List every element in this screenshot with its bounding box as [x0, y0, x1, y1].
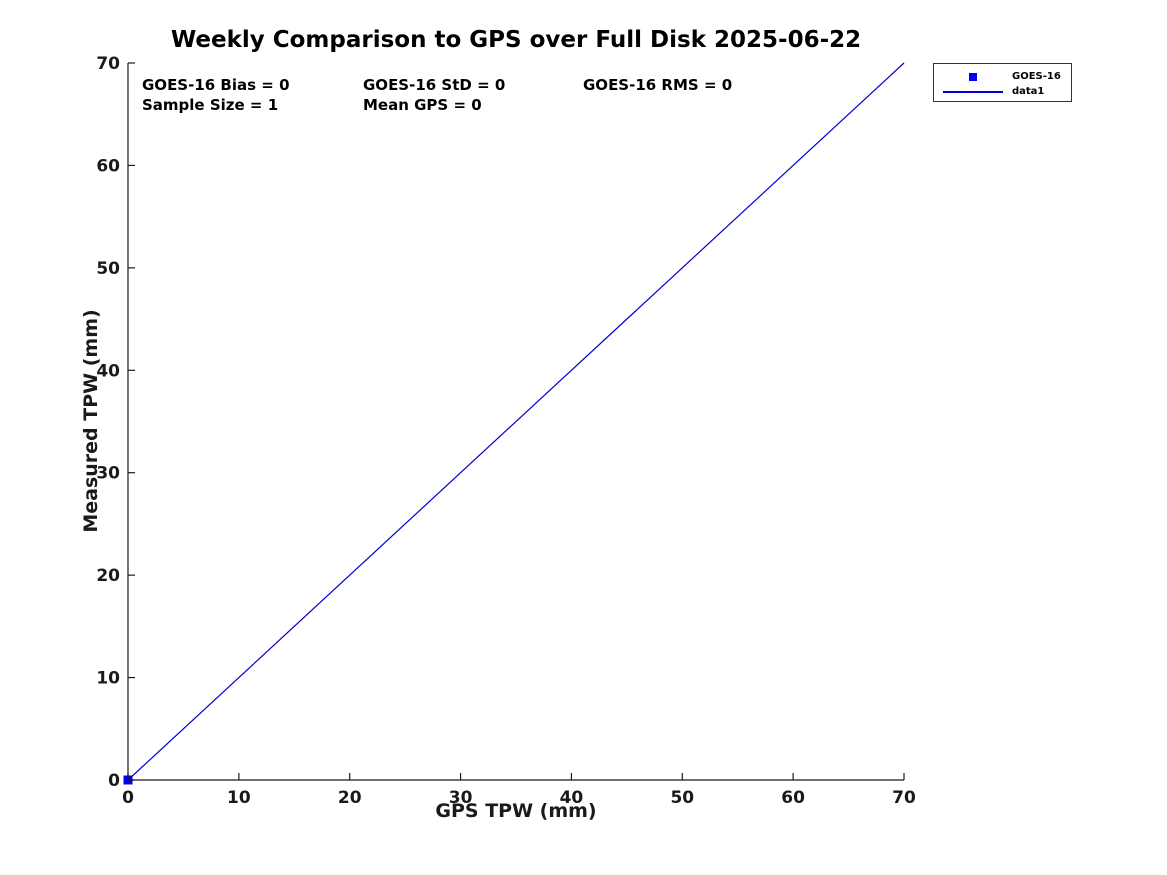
y-axis-label: Measured TPW (mm): [80, 309, 102, 533]
y-tick-label: 20: [96, 566, 120, 586]
y-tick-label: 10: [96, 669, 120, 689]
x-axis-label: GPS TPW (mm): [435, 800, 597, 822]
x-tick-label: 30: [449, 788, 473, 808]
y-tick-label: 40: [96, 361, 120, 381]
annotation-bias: GOES-16 Bias = 0: [142, 76, 290, 94]
line-sample-icon: [943, 90, 1003, 93]
annotation-mean-gps: Mean GPS = 0: [363, 96, 482, 114]
x-tick-label: 0: [122, 788, 134, 808]
x-tick-label: 70: [892, 788, 916, 808]
y-tick-label: 60: [96, 156, 120, 176]
legend-swatch: [942, 72, 1004, 81]
y-tick-label: 50: [96, 259, 120, 279]
legend-label-goes16: GOES-16: [1012, 71, 1061, 82]
legend-entry-goes16: GOES-16: [934, 69, 1071, 84]
annotation-std: GOES-16 StD = 0: [363, 76, 506, 94]
legend-label-data1: data1: [1012, 86, 1045, 97]
legend-swatch: [942, 90, 1004, 93]
chart-title: Weekly Comparison to GPS over Full Disk …: [170, 27, 862, 53]
annotation-rms: GOES-16 RMS = 0: [583, 76, 733, 94]
x-tick-label: 50: [670, 788, 694, 808]
legend-entry-data1: data1: [934, 84, 1071, 99]
annotation-sample-size: Sample Size = 1: [142, 96, 279, 114]
square-marker-icon: [969, 72, 977, 81]
x-tick-label: 40: [560, 788, 584, 808]
y-tick-label: 70: [96, 54, 120, 74]
series-line-data1: [127, 62, 905, 781]
x-tick-label: 60: [781, 788, 805, 808]
x-tick-label: 10: [227, 788, 251, 808]
y-tick-label: 0: [108, 771, 120, 791]
y-tick-label: 30: [96, 464, 120, 484]
x-tick-label: 20: [338, 788, 362, 808]
legend: GOES-16 data1: [933, 63, 1072, 102]
